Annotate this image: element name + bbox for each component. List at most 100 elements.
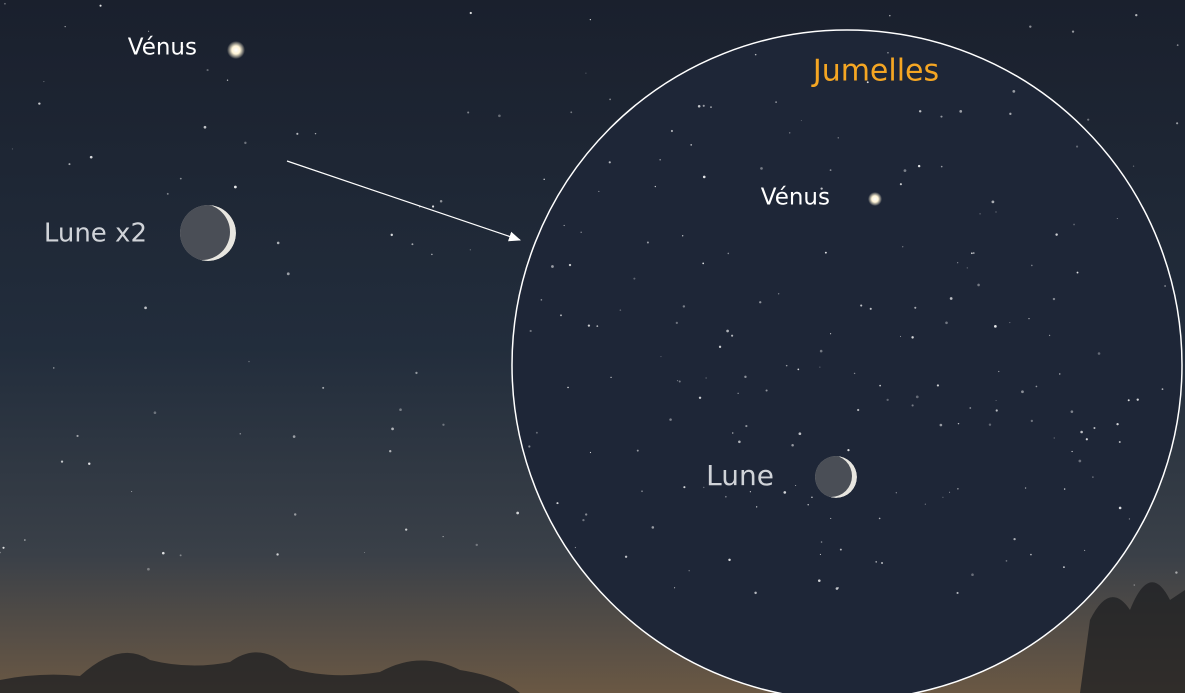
star — [811, 496, 813, 499]
star — [895, 492, 897, 494]
star — [1087, 118, 1090, 121]
star — [688, 569, 690, 572]
star — [598, 190, 600, 193]
star — [24, 539, 26, 541]
star — [1009, 112, 1012, 115]
star — [903, 169, 907, 173]
star — [276, 241, 280, 245]
star — [596, 325, 599, 328]
star — [830, 333, 832, 335]
star — [574, 546, 577, 549]
star — [322, 386, 325, 389]
star — [791, 444, 794, 447]
star — [144, 306, 147, 310]
star — [1161, 388, 1164, 391]
star — [659, 158, 661, 161]
star — [1176, 122, 1179, 125]
star — [1070, 410, 1074, 413]
star — [775, 101, 777, 103]
star — [744, 375, 747, 379]
star — [957, 487, 959, 490]
star — [979, 213, 981, 215]
arrow — [286, 160, 521, 242]
star — [582, 519, 585, 522]
star — [682, 305, 686, 308]
star — [1097, 352, 1101, 355]
star — [203, 125, 207, 129]
star — [807, 503, 809, 506]
star — [966, 267, 968, 269]
star — [286, 272, 290, 276]
star — [1128, 518, 1131, 520]
moon-zoom-label: Lune — [706, 459, 774, 492]
star — [475, 543, 478, 547]
star — [390, 233, 393, 237]
star — [239, 432, 242, 435]
star — [995, 211, 997, 213]
star — [702, 262, 705, 265]
star — [442, 423, 445, 426]
star — [76, 434, 79, 438]
star — [560, 314, 562, 317]
star — [589, 19, 591, 21]
star — [1084, 549, 1086, 551]
star — [839, 548, 842, 551]
star — [745, 424, 748, 428]
star — [866, 81, 869, 84]
star — [853, 372, 856, 375]
star — [1071, 30, 1075, 33]
star — [364, 552, 366, 554]
star — [529, 329, 532, 333]
star — [467, 111, 470, 114]
star — [726, 329, 729, 333]
star — [1063, 566, 1065, 569]
stars — [0, 2, 1179, 586]
star — [431, 253, 433, 256]
star — [749, 491, 751, 493]
star — [703, 486, 705, 489]
star — [911, 336, 914, 339]
star — [702, 104, 705, 107]
star — [399, 408, 402, 412]
star — [89, 155, 93, 159]
star — [1055, 233, 1058, 236]
star — [641, 490, 643, 493]
star — [556, 502, 559, 505]
star — [669, 418, 672, 421]
star — [902, 246, 904, 248]
star — [879, 384, 881, 387]
star — [411, 243, 414, 246]
moon-zoom — [815, 456, 857, 498]
star — [516, 511, 520, 515]
star — [710, 106, 712, 108]
star — [1175, 571, 1178, 574]
star — [314, 132, 317, 135]
star — [1024, 487, 1027, 489]
star — [551, 265, 554, 268]
star — [585, 513, 588, 516]
star — [758, 474, 762, 477]
star — [296, 132, 299, 135]
star — [1127, 399, 1130, 402]
star — [1092, 476, 1094, 478]
star — [610, 376, 612, 378]
star — [60, 460, 64, 463]
binocular-field — [511, 29, 1183, 693]
star — [1052, 297, 1056, 301]
star — [1132, 165, 1135, 167]
star — [293, 513, 297, 516]
star — [88, 462, 91, 465]
star — [206, 69, 209, 72]
star — [820, 541, 823, 543]
star — [1080, 430, 1083, 434]
star — [915, 395, 919, 399]
star — [563, 224, 565, 227]
star — [567, 386, 569, 389]
star — [690, 143, 693, 146]
star — [994, 324, 997, 328]
star — [1135, 13, 1138, 17]
star — [1029, 25, 1032, 28]
star — [936, 384, 940, 387]
star — [829, 169, 832, 172]
